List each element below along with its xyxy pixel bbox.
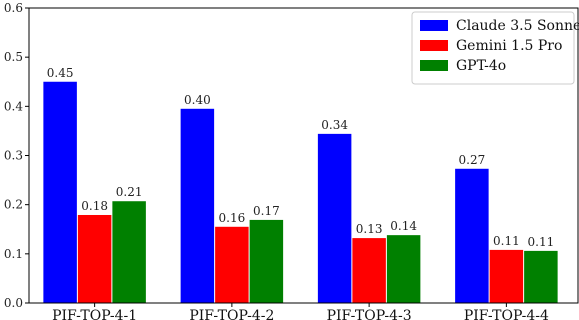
x-tick-label-4: PIF-TOP-4-4	[464, 308, 549, 320]
data-labels-layer: 0.45 0.18 0.21 0.40 0.16 0.17 0.34 0.13 0.14 0.27…	[47, 66, 554, 249]
legend: Claude 3.5 Sonnet Gemini 1.5 Pro GPT-4o	[411, 11, 579, 85]
bar-3-4	[524, 250, 558, 303]
data-label-1-1: 0.45	[47, 66, 74, 80]
bars-layer	[43, 81, 558, 304]
data-label-2-4: 0.11	[493, 234, 520, 248]
y-tick-label-4: 0.3	[4, 149, 23, 163]
legend-swatch-3	[420, 60, 448, 71]
y-tick-label-6: 0.5	[4, 50, 23, 64]
bar-1-4	[455, 168, 489, 303]
bar-2-1	[77, 214, 112, 303]
bar-1-3	[317, 133, 352, 303]
legend-swatch-2	[420, 40, 448, 51]
x-tick-label-1: PIF-TOP-4-1	[52, 308, 137, 320]
y-tick-label-3: 0.2	[4, 198, 23, 212]
y-tick-label-5: 0.4	[4, 99, 23, 113]
y-tick-label-2: 0.1	[4, 247, 23, 261]
y-tick-label-1: 0.0	[4, 296, 23, 310]
axes-layer: PIF-TOP-4-1 PIF-TOP-4-2 PIF-TOP-4-3 PIF-TOP…	[4, 1, 579, 320]
data-label-2-1: 0.18	[81, 199, 108, 213]
y-tick-label-7: 0.6	[4, 1, 23, 15]
legend-label-2: Gemini 1.5 Pro	[456, 38, 562, 54]
x-tick-label-2: PIF-TOP-4-2	[189, 308, 274, 320]
data-label-3-1: 0.21	[116, 185, 143, 199]
data-label-1-3: 0.34	[321, 118, 348, 132]
bar-3-1	[112, 201, 146, 303]
legend-label-1: Claude 3.5 Sonnet	[456, 18, 579, 34]
legend-box	[411, 11, 575, 85]
x-tick-label-3: PIF-TOP-4-3	[327, 308, 412, 320]
data-label-3-2: 0.17	[253, 204, 280, 218]
data-label-3-3: 0.14	[390, 219, 417, 233]
bar-2-2	[215, 226, 249, 303]
bar-2-3	[352, 238, 386, 303]
data-label-2-2: 0.16	[219, 211, 246, 225]
data-label-1-2: 0.40	[184, 93, 211, 107]
legend-swatch-1	[420, 20, 448, 31]
plot-frame	[28, 7, 579, 304]
bar-2-4	[489, 249, 524, 303]
bar-3-3	[386, 235, 421, 303]
data-label-2-3: 0.13	[356, 222, 383, 236]
bar-1-1	[43, 81, 77, 303]
data-label-1-4: 0.27	[459, 153, 486, 167]
bar-1-2	[180, 108, 215, 304]
bar-3-2	[249, 219, 284, 303]
data-label-3-4: 0.11	[528, 235, 555, 249]
legend-label-3: GPT-4o	[456, 58, 506, 74]
